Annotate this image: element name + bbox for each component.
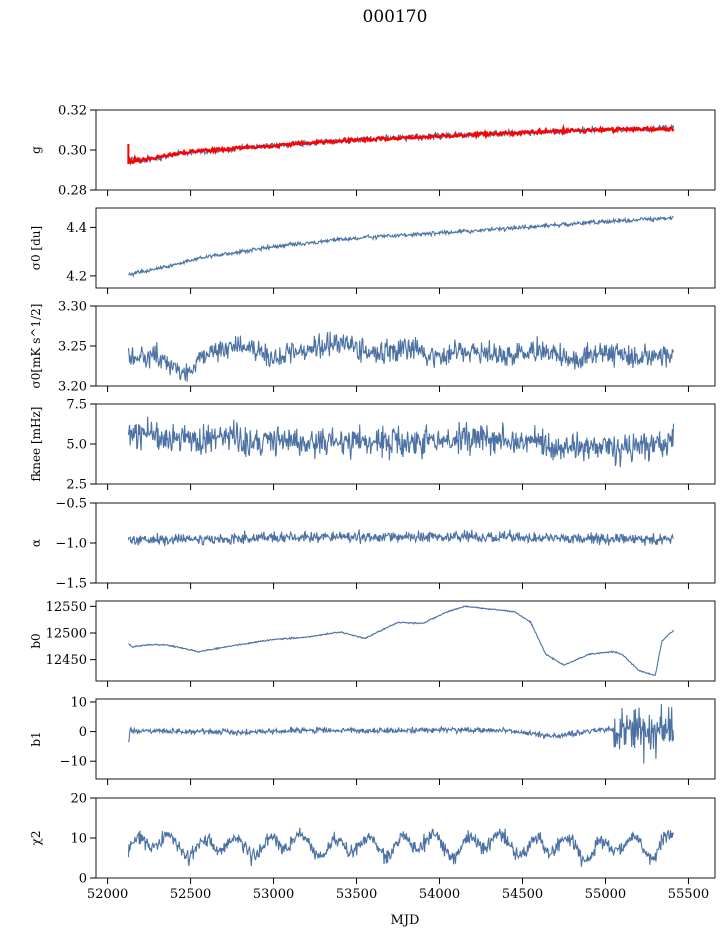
y-axis-label-sigma0_du: σ0 [du] [29,226,43,270]
ytick-label-alpha: −1.0 [55,537,87,552]
ytick-label-g: 0.28 [58,184,87,199]
series-line-b0 [128,605,674,677]
panel-alpha: −1.5 −1.0 −0.5 α [29,497,716,592]
xtick-label: 54500 [502,887,543,902]
y-axis-label-chi2: χ2 [29,831,43,846]
panel-b1: −10 0 10 b1 [29,695,716,785]
overlay-line-g [127,123,675,166]
xtick-label: 52500 [170,887,211,902]
series-line-chi2 [127,827,675,867]
y-axis-label-fknee: fknee [mHz] [29,407,43,482]
ytick-label-sigma0_du: 4.4 [66,221,87,236]
y-axis-label-alpha: α [29,539,43,547]
ytick-label-b0: 12500 [46,627,87,642]
y-axis-label-sigma0_mk: σ0[mK s^1/2] [29,304,43,389]
xtick-label: 53000 [253,887,294,902]
series-line-sigma0_mk [127,331,675,382]
x-axis-label: MJD [391,913,420,928]
panel-chi2: 0 10 20 52000 52500 53000 53500 54000 54500 55000… [29,792,716,902]
axes-frame-b1 [95,698,716,780]
ytick-label-b1: 0 [79,725,87,740]
ytick-label-chi2: 20 [70,792,87,807]
series-line-sigma0_du [128,214,674,278]
ytick-label-fknee: 5.0 [66,438,87,453]
axes-frame-b0 [95,600,716,682]
ytick-label-b0: 12450 [46,653,87,668]
ytick-label-g: 0.32 [58,104,87,119]
ytick-label-b0: 12550 [46,600,87,615]
ytick-label-fknee: 2.5 [66,478,87,493]
ytick-label-chi2: 0 [79,872,87,887]
axes-frame-g [95,109,716,191]
xtick-label: 55000 [585,887,626,902]
panel-fknee: 2.5 5.0 7.5 fknee [mHz] [29,398,716,493]
xtick-label: 55500 [668,887,709,902]
ytick-label-sigma0_mk: 3.20 [58,380,87,395]
panel-b0: 12450 12500 12550 b0 [29,600,716,687]
ytick-label-g: 0.30 [58,144,87,159]
panels: 0.28 0.30 0.32 g 4.2 4.4 σ0 [du] 3.20 3.25 3.30 σ0… [29,104,716,902]
panel-g: 0.28 0.30 0.32 g [29,104,716,199]
series-line-fknee [127,416,675,468]
series-line-alpha [127,529,674,547]
chart-title: 000170 [363,7,428,27]
xtick-label: 52000 [87,887,128,902]
panel-sigma0_mk: 3.20 3.25 3.30 σ0[mK s^1/2] [29,300,716,395]
xtick-label: 53500 [336,887,377,902]
ytick-label-fknee: 7.5 [66,398,87,413]
xtick-label: 54000 [419,887,460,902]
ytick-label-sigma0_mk: 3.30 [58,300,87,315]
ytick-label-sigma0_du: 4.2 [66,269,87,284]
ytick-label-chi2: 10 [70,832,87,847]
y-axis-label-b0: b0 [29,633,43,648]
ytick-label-sigma0_mk: 3.25 [58,340,87,355]
ytick-label-b1: −10 [60,755,87,770]
panel-sigma0_du: 4.2 4.4 σ0 [du] [29,207,716,294]
ytick-label-alpha: −0.5 [55,497,87,512]
ytick-label-b1: 10 [70,695,87,710]
axes-frame-sigma0_du [95,207,716,289]
axes-frame-alpha [95,502,716,584]
y-axis-label-b1: b1 [29,731,43,746]
ytick-label-alpha: −1.5 [55,577,87,592]
series-line-b1 [127,703,675,764]
y-axis-label-g: g [29,146,43,154]
